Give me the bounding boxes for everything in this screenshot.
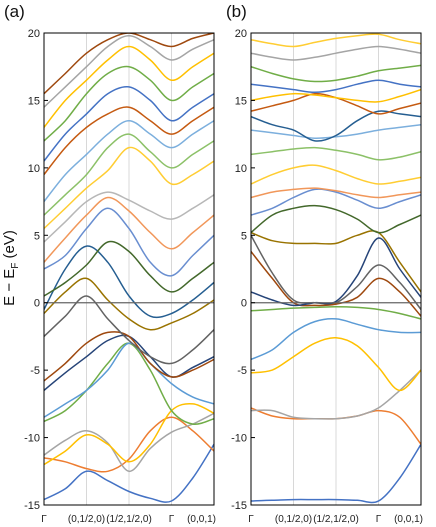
band-line [44,331,214,382]
band-line [251,110,421,142]
y-tick-label: -15 [231,500,247,512]
y-tick-label: -10 [231,433,247,445]
band-line [44,342,214,419]
band-line [251,237,421,307]
x-tick-label: (0,1/2,0) [275,514,312,525]
band-line [251,45,421,61]
bands [44,33,214,503]
y-tick-label: -10 [24,433,40,445]
band-line [251,33,421,48]
y-tick-label: 10 [235,163,247,175]
band-line [44,403,214,466]
band-line [251,187,421,199]
band-line [251,230,421,293]
band-line [44,119,214,203]
band-line [44,277,214,331]
band-line [251,79,421,94]
y-tick-label: 15 [235,95,247,107]
y-tick-label: 20 [235,28,247,40]
y-tick-label: 5 [241,230,247,242]
band-line [44,85,214,162]
band-line [44,416,214,473]
band-line [44,146,214,230]
band-line [251,146,421,161]
y-tick-label: -15 [24,500,40,512]
band-line [251,88,421,103]
band-line [44,443,214,503]
y-tick-label: -5 [30,365,40,377]
panel-label: (b) [226,2,247,21]
bands [251,33,421,504]
band-line [251,164,421,185]
band-line [251,337,421,392]
x-tick-label: Γ [376,514,382,525]
band-line [251,123,421,139]
x-tick-label: (0,1/2,0) [68,514,105,525]
band-line [44,245,214,319]
y-tick-label: 10 [28,163,40,175]
band-line [44,240,214,297]
y-tick-label: 0 [34,298,40,310]
band-line [44,33,214,95]
y-tick-label: 20 [28,28,40,40]
band-line [44,34,214,108]
y-axis-title: E − EF (eV) [1,230,21,306]
plot-frame [250,32,422,506]
band-line [251,443,421,504]
band-line [44,412,214,473]
x-tick-label: Γ [248,514,254,525]
band-line [251,250,421,317]
band-line [251,369,421,420]
x-tick-label: (1/2,1/2,0) [313,514,359,525]
band-line [44,191,214,243]
x-tick-label: Γ [169,514,175,525]
y-tick-label: 15 [28,95,40,107]
band-line [44,207,214,277]
y-tick-label: 5 [34,230,40,242]
band-line [44,106,214,176]
band-line [251,204,421,234]
y-tick-label: 0 [241,298,247,310]
band-line [44,133,214,216]
panel-label: (a) [4,2,25,21]
band-line [251,188,421,216]
x-tick-label: (0,0,1) [187,514,216,525]
band-line [44,295,214,365]
plot-frame [43,32,215,506]
band-line [44,196,214,264]
band-line [251,64,421,83]
band-line [251,306,421,320]
band-line [251,318,421,361]
x-tick-label: (0,0,1) [394,514,423,525]
x-tick-label: (1/2,1/2,0) [106,514,152,525]
band-line [44,45,214,129]
band-line [44,65,214,142]
x-tick-label: Γ [41,514,47,525]
y-tick-label: -5 [237,365,247,377]
